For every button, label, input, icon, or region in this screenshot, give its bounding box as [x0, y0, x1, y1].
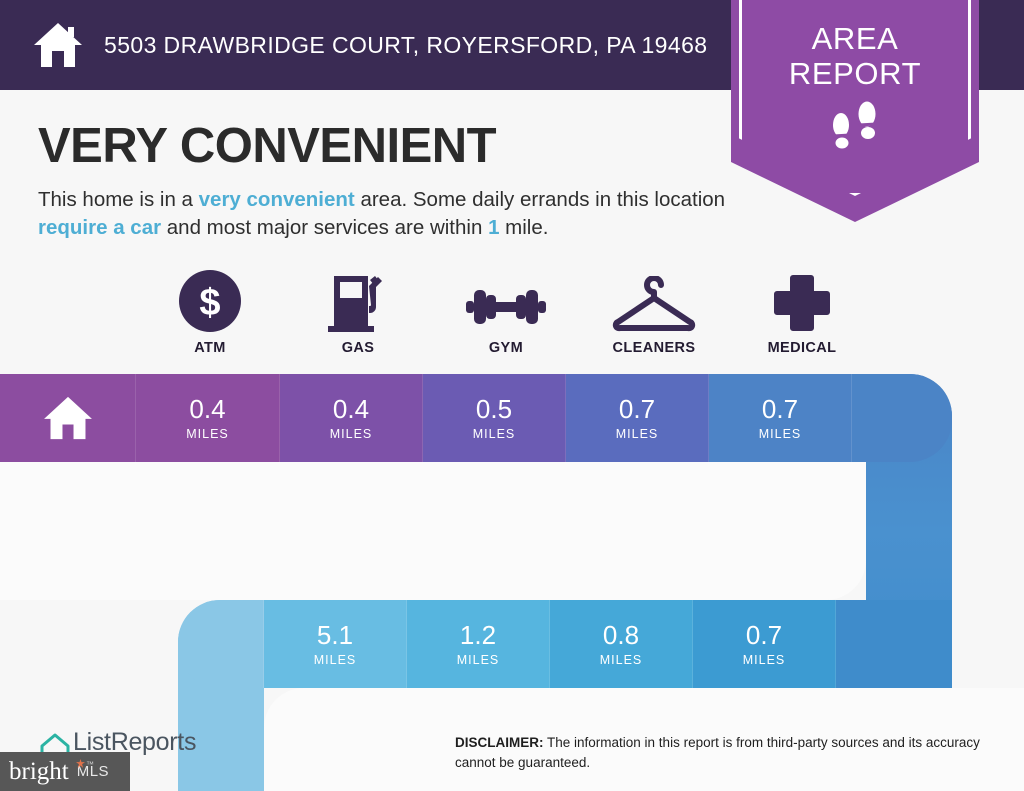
amenity-atm: $ ATM — [136, 270, 284, 356]
bright-star-icon — [76, 759, 85, 768]
area-report-badge: AREA REPORT — [731, 0, 979, 222]
distance-value: 0.7 — [745, 619, 783, 650]
ribbon-notch-top — [0, 462, 866, 600]
distance-unit: MILES — [472, 426, 516, 441]
distance-value: 0.8 — [602, 619, 640, 650]
disclaimer-label: DISCLAIMER: — [455, 735, 544, 750]
amenity-label: MEDICAL — [767, 340, 837, 356]
distance-value: 5.1 — [316, 619, 354, 650]
desc-part-4: mile. — [499, 216, 549, 240]
home-icon — [32, 21, 84, 69]
desc-highlight-2: require a car — [38, 216, 162, 240]
mls-wordmark: MLS — [76, 763, 110, 780]
trademark-symbol: ™ — [86, 760, 94, 769]
footprints-icon — [731, 100, 979, 157]
medical-cross-icon — [728, 270, 876, 332]
distance-unit: MILES — [186, 426, 229, 441]
desc-part-2: area. Some daily errands in this locatio… — [354, 188, 726, 211]
bright-mls-watermark: bright ™ MLS — [0, 752, 130, 791]
distance-unit: MILES — [313, 652, 357, 667]
distance-unit: MILES — [758, 426, 802, 441]
distance-value: 0.7 — [761, 393, 799, 424]
distance-cell-pharmacy: 0.7 MILES — [693, 600, 836, 688]
badge-line-1: AREA — [811, 21, 899, 56]
distance-cell-movie-theater: 5.1 MILES — [264, 600, 407, 688]
desc-part-3: and most major services are within — [161, 216, 489, 240]
page-title: VERY CONVENIENT — [38, 119, 497, 173]
dollar-circle-icon: $ — [136, 270, 284, 332]
distance-unit: MILES — [456, 652, 500, 667]
disclaimer: DISCLAIMER: The information in this repo… — [455, 733, 995, 772]
distance-cell-spacer — [852, 374, 952, 462]
distance-value: 0.4 — [332, 393, 370, 424]
amenity-gym: GYM — [432, 270, 580, 356]
amenity-cleaners: CLEANERS — [580, 270, 728, 356]
property-address: 5503 DRAWBRIDGE COURT, ROYERSFORD, PA 19… — [104, 31, 708, 58]
distance-unit: MILES — [329, 426, 373, 441]
distance-cell-groceries: 1.2 MILES — [407, 600, 550, 688]
badge-title: AREA REPORT — [731, 21, 979, 91]
distance-cell-cleaners: 0.7 MILES — [566, 374, 709, 462]
distance-unit: MILES — [599, 652, 643, 667]
description-text: This home is in a very convenient area. … — [38, 186, 728, 243]
distance-value: 0.4 — [189, 393, 226, 424]
desc-highlight-3: 1 — [488, 216, 500, 240]
dumbbell-icon — [432, 270, 580, 332]
disclaimer-text: The information in this report is from t… — [455, 735, 980, 770]
amenity-label: GAS — [341, 340, 375, 356]
distance-cell-spacer-left — [178, 600, 264, 688]
amenity-icon-row-top: $ ATM GAS — [136, 270, 876, 356]
amenity-label: GYM — [488, 340, 524, 356]
amenity-gas: GAS — [284, 270, 432, 356]
distance-unit: MILES — [615, 426, 659, 441]
gas-pump-icon — [284, 270, 432, 332]
desc-part-1: This home is in a — [38, 188, 199, 211]
badge-line-2: REPORT — [788, 55, 922, 91]
ribbon-home-icon — [0, 374, 136, 462]
distance-ribbon: 0.4 MILES 0.4 MILES 0.5 MILES 0.7 MILES … — [0, 374, 1024, 791]
distance-cell-gym: 0.5 MILES — [423, 374, 566, 462]
ribbon-notch-bottom — [264, 688, 1024, 791]
amenity-label: ATM — [194, 340, 226, 356]
distance-unit: MILES — [742, 652, 786, 667]
distance-cell-spacer-right — [836, 600, 952, 688]
distance-bar-top: 0.4 MILES 0.4 MILES 0.5 MILES 0.7 MILES … — [0, 374, 952, 462]
distance-value: 0.7 — [618, 393, 656, 424]
listreports-wordmark: ListReports — [73, 728, 197, 756]
desc-highlight-1: very convenient — [198, 188, 355, 211]
distance-cell-medical: 0.7 MILES — [709, 374, 852, 462]
distance-value: 0.5 — [475, 393, 513, 424]
distance-value: 1.2 — [459, 619, 497, 650]
bright-wordmark: bright — [9, 758, 69, 785]
distance-bar-bottom: 5.1 MILES 1.2 MILES 0.8 MILES 0.7 MILES — [178, 600, 952, 688]
amenity-medical: MEDICAL — [728, 270, 876, 356]
distance-cell-coffee: 0.8 MILES — [550, 600, 693, 688]
svg-text:$: $ — [199, 282, 220, 324]
amenity-label: CLEANERS — [612, 340, 696, 356]
hanger-icon — [580, 270, 728, 332]
distance-cell-gas: 0.4 MILES — [280, 374, 423, 462]
distance-cell-atm: 0.4 MILES — [136, 374, 280, 462]
